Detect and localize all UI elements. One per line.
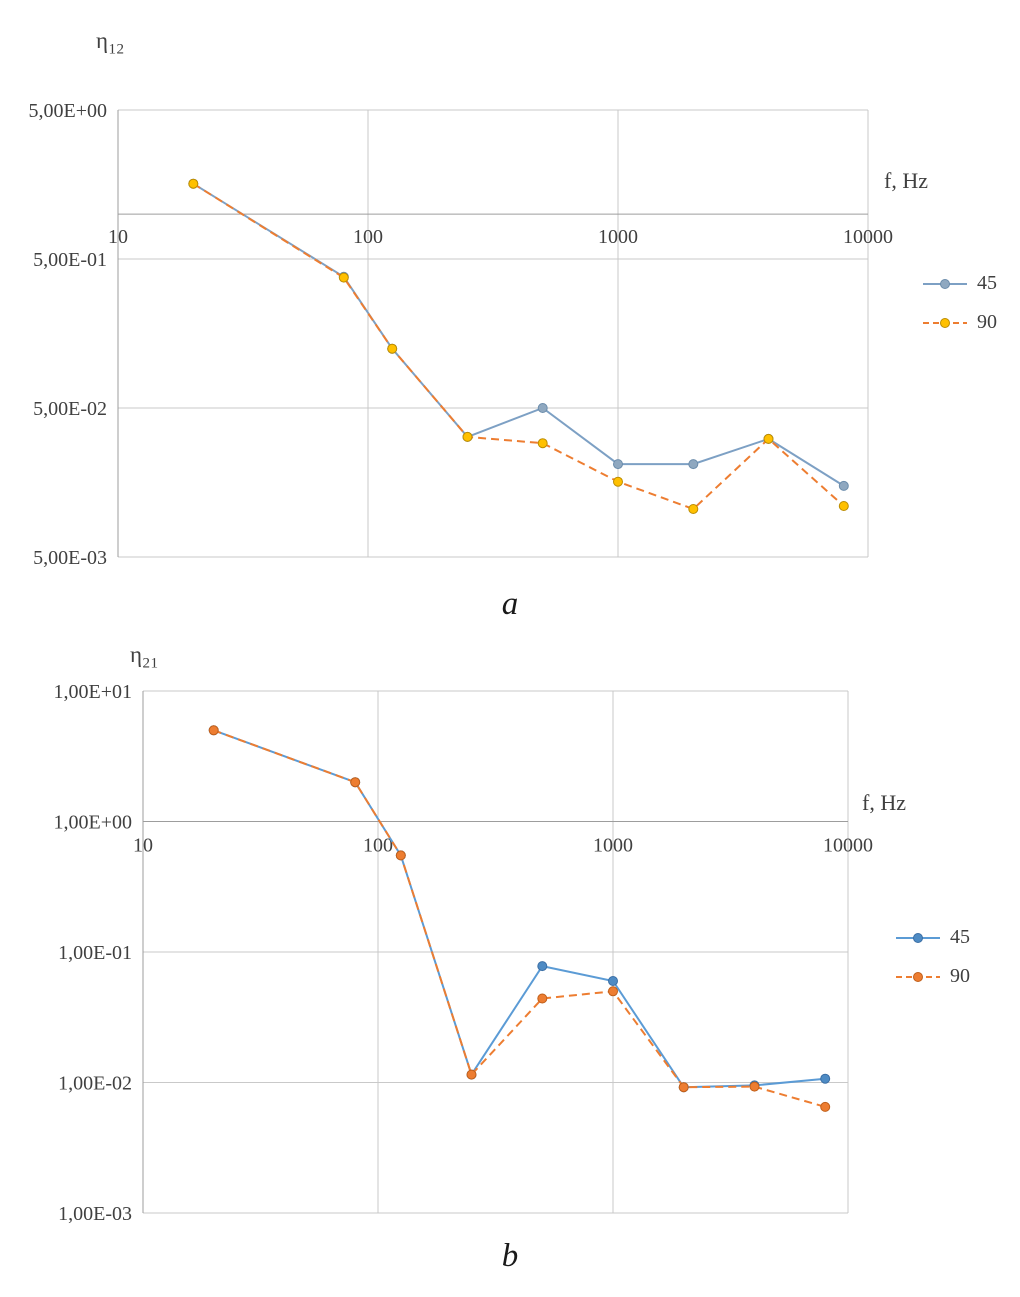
data-point-90 [208, 725, 219, 736]
legend-item-90: 90 [895, 965, 970, 988]
x-tick-label: 10 [133, 835, 153, 857]
data-point-90 [838, 501, 849, 511]
legend-item-45: 45 [922, 272, 997, 295]
data-point-90 [688, 504, 699, 514]
data-point-90 [537, 438, 548, 449]
data-point-90 [613, 476, 623, 487]
chart-a-caption: a [501, 586, 519, 622]
data-point-45 [688, 459, 699, 470]
y-tick-label: 5,00E-02 [33, 398, 107, 420]
data-point-90 [338, 272, 349, 283]
data-point-45 [613, 459, 623, 470]
eta-subscript: 21 [142, 655, 159, 672]
data-point-45 [608, 976, 618, 986]
y-tick-label: 1,00E+00 [54, 812, 133, 834]
x-tick-label: 1000 [598, 226, 638, 248]
chart-b-y-axis-title: η21 [130, 642, 159, 673]
eta-symbol: η [96, 28, 109, 53]
data-point-90 [749, 1081, 760, 1092]
legend-key-marker [913, 971, 923, 982]
legend-key-icon [923, 317, 967, 328]
y-tick-label: 1,00E-03 [58, 1203, 132, 1225]
series-line-90 [213, 729, 826, 1108]
legend-label: 90 [950, 965, 970, 987]
legend-key-icon [923, 278, 967, 289]
y-tick-label: 5,00E-03 [33, 547, 107, 569]
data-point-90 [350, 777, 361, 788]
chart-a-x-axis-title: f, Hz [884, 168, 928, 193]
chart-b-legend: 45 90 [895, 926, 970, 988]
data-point-90 [678, 1082, 689, 1093]
y-tick-label: 1,00E+01 [54, 681, 133, 703]
x-tick-label: 100 [353, 226, 383, 248]
eta-subscript: 12 [108, 41, 125, 58]
legend-item-45: 45 [895, 926, 970, 949]
legend-key-icon [896, 971, 940, 982]
data-point-45 [537, 961, 548, 972]
data-point-90 [537, 993, 548, 1004]
chart-b-caption: b [501, 1238, 519, 1274]
eta-symbol: η [130, 642, 143, 667]
chart-a-legend: 45 90 [922, 272, 997, 334]
y-tick-label: 1,00E-02 [58, 1073, 132, 1095]
legend-item-90: 90 [922, 311, 997, 334]
data-point-90 [466, 1069, 477, 1080]
legend-label: 45 [950, 926, 970, 948]
x-tick-label: 1000 [593, 835, 633, 857]
y-tick-label: 5,00E-01 [33, 249, 107, 271]
y-tick-label: 1,00E-01 [58, 942, 132, 964]
data-point-90 [395, 850, 406, 861]
x-tick-label: 10000 [843, 226, 893, 248]
legend-label: 90 [977, 311, 997, 333]
data-point-90 [763, 433, 774, 444]
x-tick-label: 10000 [823, 835, 873, 857]
data-point-45 [537, 403, 548, 413]
data-point-90 [188, 178, 199, 189]
data-point-45 [838, 480, 849, 491]
data-point-90 [462, 431, 473, 442]
legend-key-marker [913, 932, 923, 943]
series-line-90 [192, 182, 845, 511]
x-tick-label: 10 [108, 226, 128, 248]
legend-key-icon [896, 932, 940, 943]
legend-key-marker [940, 278, 950, 289]
chart-b-x-axis-title: f, Hz [862, 790, 906, 815]
legend-key-marker [940, 317, 950, 328]
data-point-45 [820, 1073, 831, 1084]
legend-label: 45 [977, 272, 997, 294]
data-point-90 [820, 1101, 831, 1112]
data-point-90 [608, 986, 618, 997]
chart-a-y-axis-title: η12 [96, 28, 125, 59]
y-tick-label: 5,00E+00 [29, 100, 108, 122]
series-line-45 [213, 729, 826, 1089]
data-point-90 [387, 343, 398, 354]
x-tick-label: 100 [363, 835, 393, 857]
